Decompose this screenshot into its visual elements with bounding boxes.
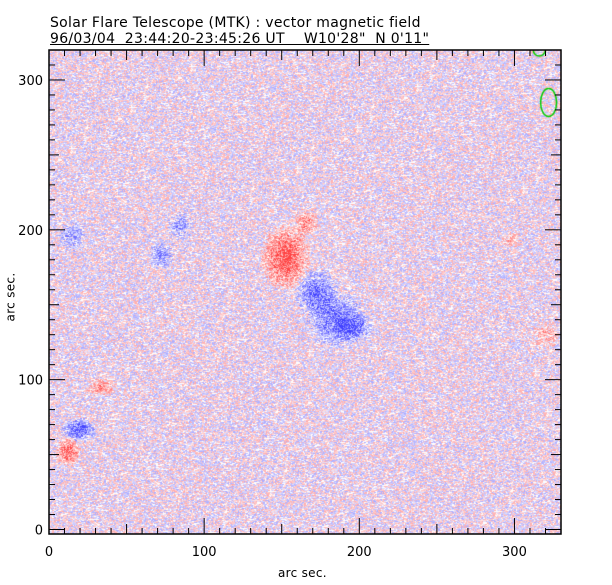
x-tick-label: 0	[45, 545, 53, 560]
chart-subtitle: 96/03/04 23:44:20-23:45:26 UT W10'28" N …	[50, 31, 430, 47]
y-tick-label: 200	[18, 224, 43, 239]
y-tick-label: 300	[18, 74, 43, 89]
chart-title: Solar Flare Telescope (MTK) : vector mag…	[50, 15, 421, 31]
x-tick-label: 200	[347, 545, 372, 560]
y-axis-label: arc sec.	[3, 272, 18, 322]
x-tick-label: 300	[502, 545, 527, 560]
x-tick-label: 100	[192, 545, 217, 560]
plot-frame	[48, 49, 562, 535]
y-tick-label: 0	[35, 524, 43, 539]
magnetogram-image	[49, 50, 561, 534]
x-axis-label: arc sec.	[278, 566, 327, 580]
y-tick-label: 100	[18, 374, 43, 389]
